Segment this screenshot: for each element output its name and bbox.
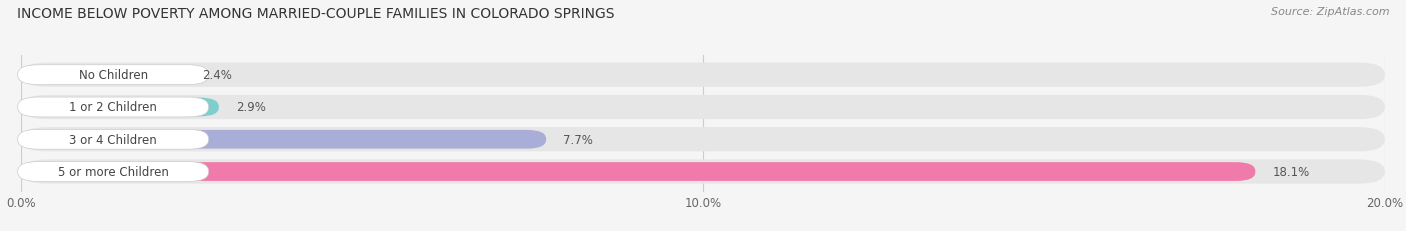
FancyBboxPatch shape [18,162,208,182]
Text: No Children: No Children [79,69,148,82]
Text: Source: ZipAtlas.com: Source: ZipAtlas.com [1271,7,1389,17]
Text: 18.1%: 18.1% [1272,165,1309,178]
FancyBboxPatch shape [21,162,1256,181]
FancyBboxPatch shape [21,95,1385,120]
Text: 3 or 4 Children: 3 or 4 Children [69,133,157,146]
FancyBboxPatch shape [21,66,184,85]
Text: 2.9%: 2.9% [236,101,266,114]
FancyBboxPatch shape [21,160,1385,184]
FancyBboxPatch shape [18,65,208,85]
Text: 7.7%: 7.7% [564,133,593,146]
Text: 2.4%: 2.4% [202,69,232,82]
FancyBboxPatch shape [21,98,219,117]
FancyBboxPatch shape [21,128,1385,152]
Text: INCOME BELOW POVERTY AMONG MARRIED-COUPLE FAMILIES IN COLORADO SPRINGS: INCOME BELOW POVERTY AMONG MARRIED-COUPL… [17,7,614,21]
FancyBboxPatch shape [21,130,546,149]
FancyBboxPatch shape [18,98,208,117]
Text: 1 or 2 Children: 1 or 2 Children [69,101,157,114]
FancyBboxPatch shape [21,63,1385,87]
Text: 5 or more Children: 5 or more Children [58,165,169,178]
FancyBboxPatch shape [18,130,208,149]
